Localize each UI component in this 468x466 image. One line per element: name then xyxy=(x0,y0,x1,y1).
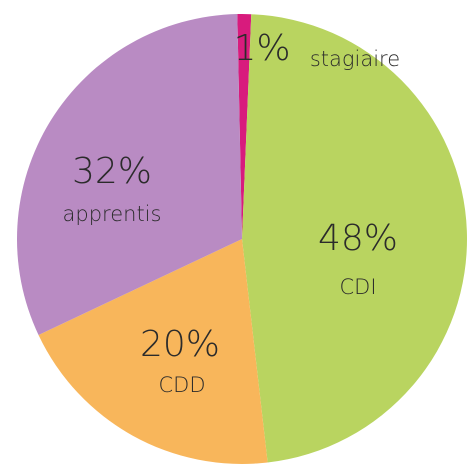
pie-slice xyxy=(242,14,467,463)
value-label: 20% xyxy=(140,324,220,365)
category-label: stagiaire xyxy=(310,47,400,71)
value-label: 48% xyxy=(318,218,398,259)
value-label: 32% xyxy=(72,151,152,192)
pie-slice xyxy=(38,239,268,464)
category-label: CDD xyxy=(158,373,205,397)
category-label: CDI xyxy=(339,275,376,299)
pie-slice xyxy=(237,13,252,239)
category-label: apprentis xyxy=(63,202,162,226)
value-label: 1% xyxy=(233,28,290,69)
pie-slice xyxy=(16,14,243,336)
